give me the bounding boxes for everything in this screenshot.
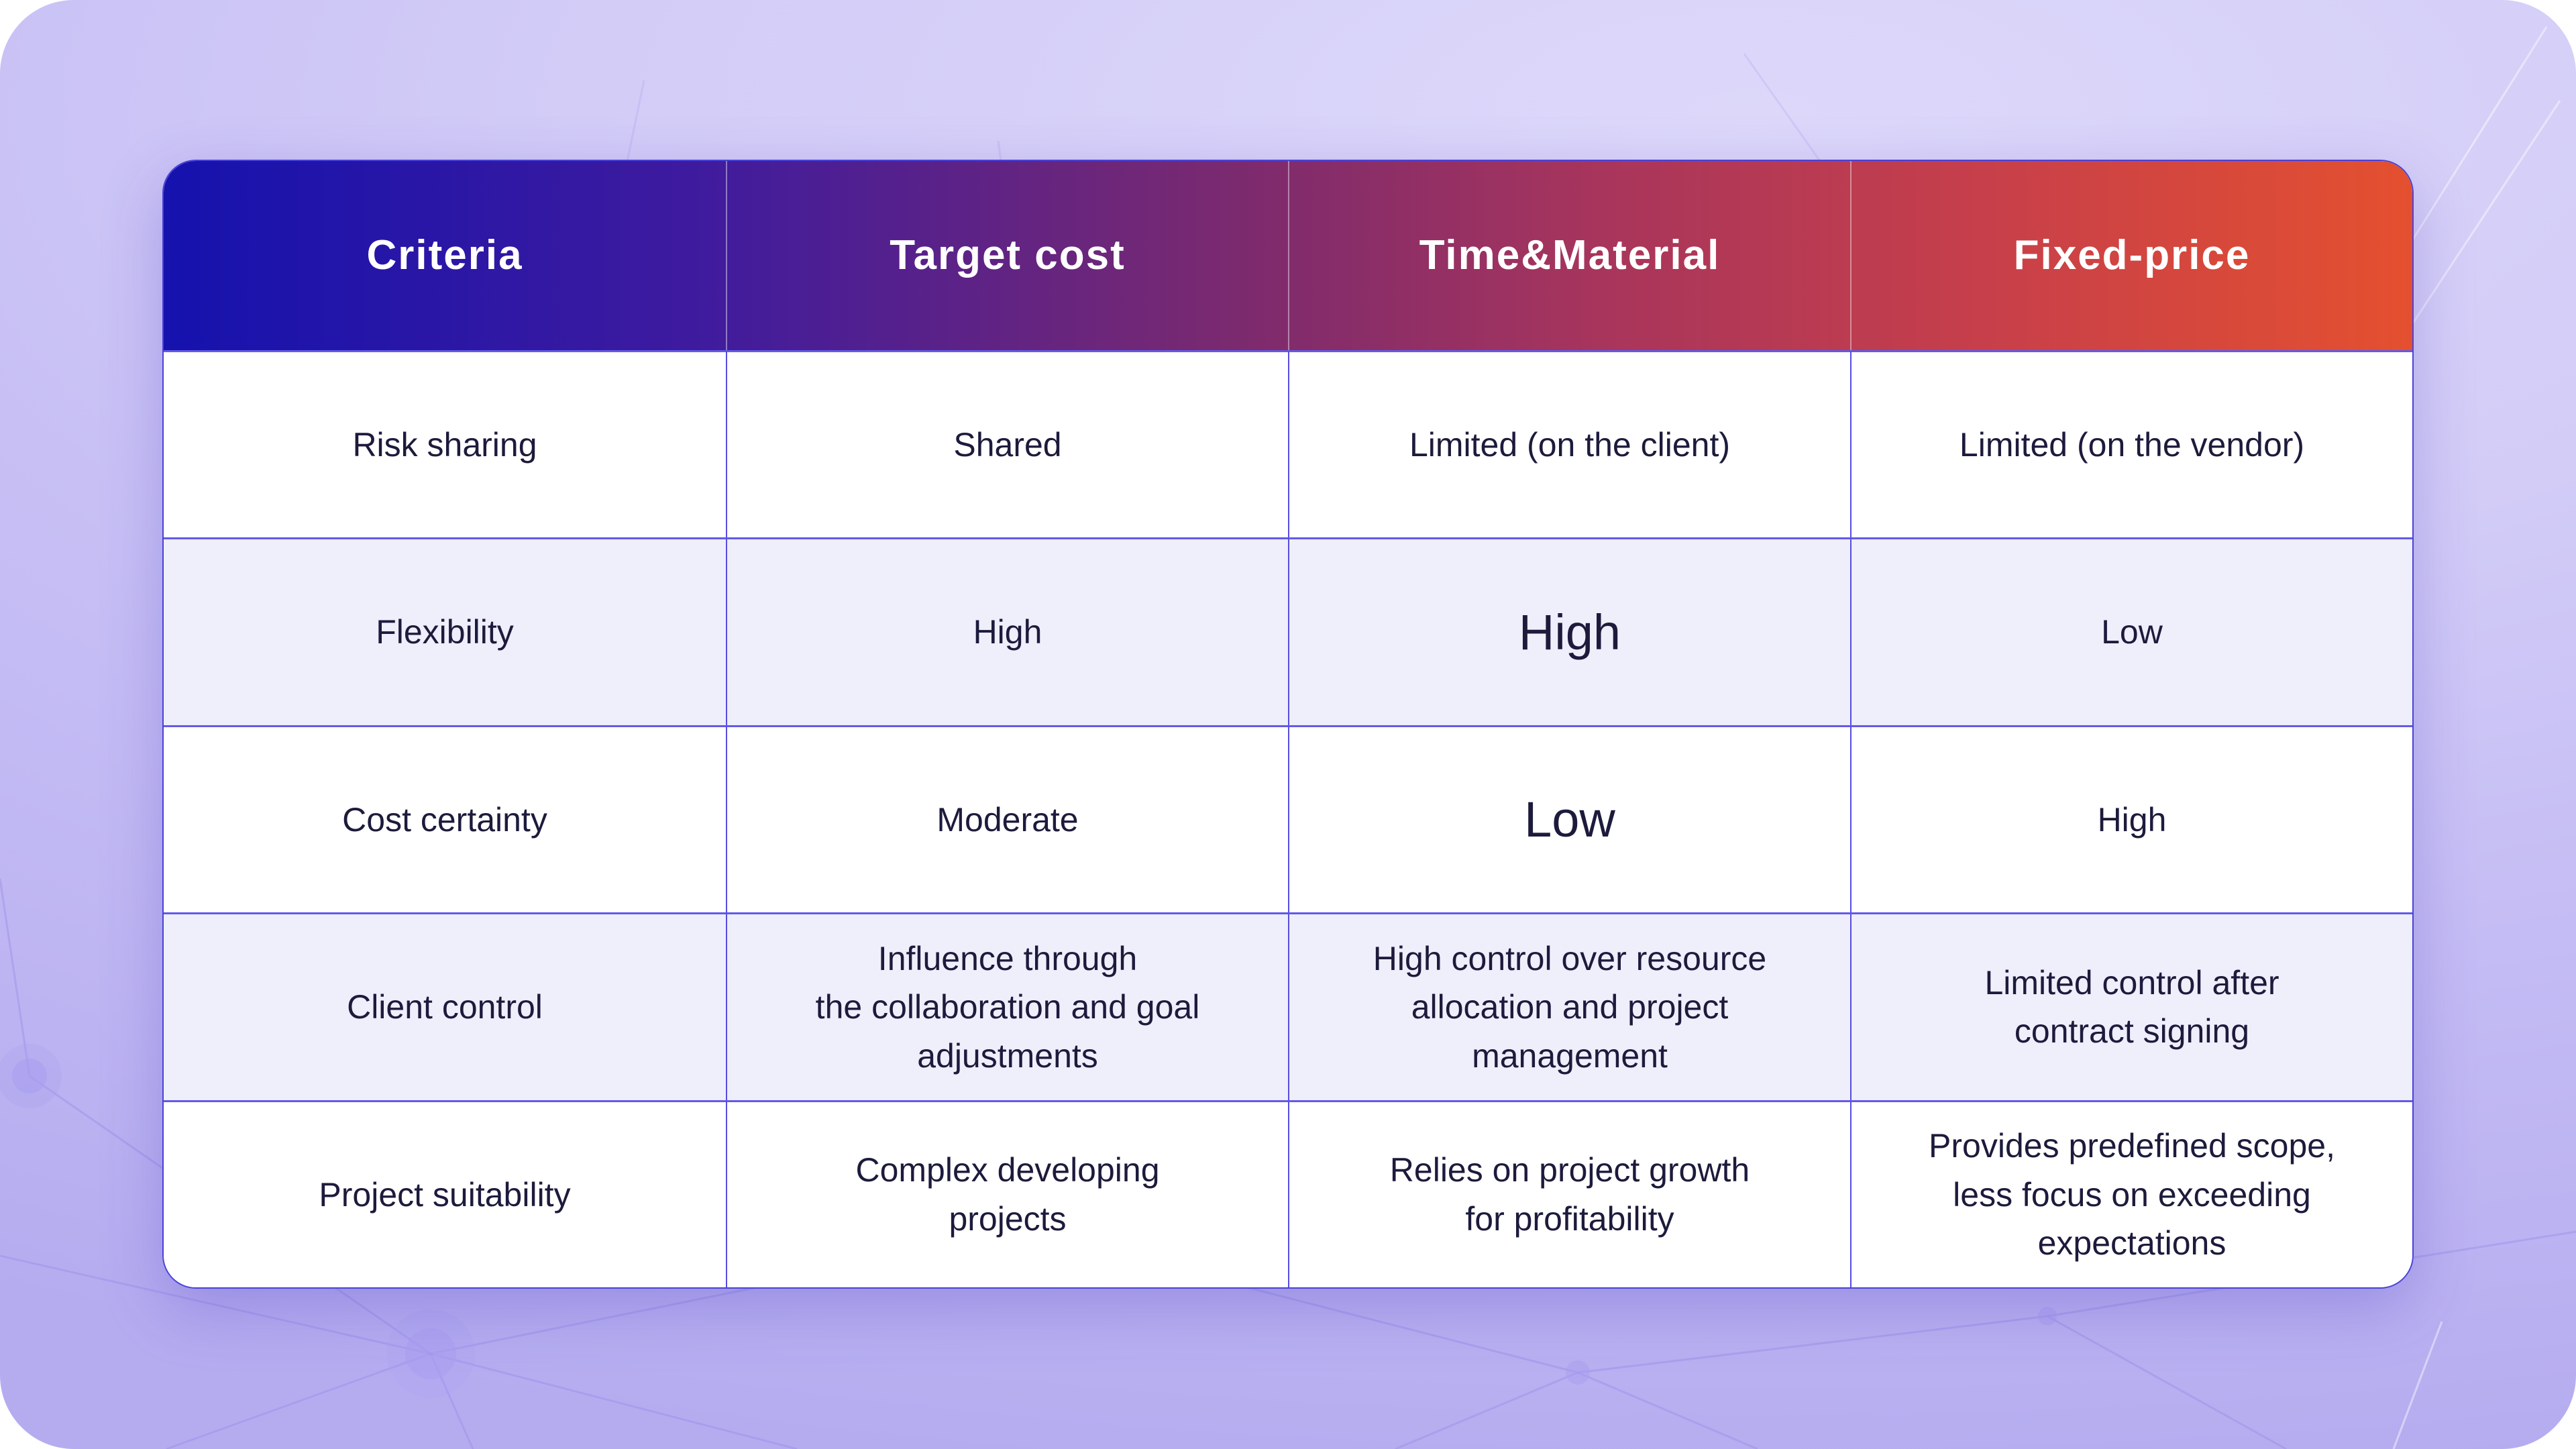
header-gradient-bar [164, 161, 2412, 350]
cell-client-control-fixed-price: Limited control after contract signing [1850, 912, 2412, 1100]
cell-risk-sharing-target-cost: Shared [726, 350, 1288, 538]
cell-project-suitability-fixed-price: Provides predefined scope, less focus on… [1850, 1099, 2412, 1287]
cell-flexibility-time-material: High [1288, 537, 1850, 725]
cell-flexibility-criteria: Flexibility [164, 537, 726, 725]
cell-cost-certainty-fixed-price: High [1850, 724, 2412, 913]
cell-cost-certainty-criteria: Cost certainty [164, 724, 726, 913]
cell-client-control-target-cost: Influence through the collaboration and … [726, 912, 1288, 1100]
cell-risk-sharing-time-material: Limited (on the client) [1288, 350, 1850, 538]
header-cell-criteria: Criteria [366, 232, 523, 279]
cell-risk-sharing-fixed-price: Limited (on the vendor) [1850, 350, 2412, 538]
cell-cost-certainty-time-material: Low [1288, 724, 1850, 913]
header-cell-target-cost: Target cost [726, 161, 1288, 350]
cell-client-control-time-material: High control over resource allocation an… [1288, 912, 1850, 1100]
cell-flexibility-fixed-price: Low [1850, 537, 2412, 725]
header-cell-fixed-price: Fixed-price [1850, 161, 2412, 350]
cell-client-control-criteria: Client control [164, 912, 726, 1100]
cell-project-suitability-time-material: Relies on project growth for profitabili… [1288, 1099, 1850, 1287]
cell-cost-certainty-target-cost: Moderate [726, 724, 1288, 913]
cell-project-suitability-target-cost: Complex developing projects [726, 1099, 1288, 1287]
cell-flexibility-target-cost: High [726, 537, 1288, 725]
comparison-table-card: Criteria Target cost Time&Material Fixed… [162, 160, 2414, 1289]
cell-risk-sharing-criteria: Risk sharing [164, 350, 726, 538]
comparison-table: Criteria Target cost Time&Material Fixed… [164, 161, 2412, 1287]
cell-project-suitability-criteria: Project suitability [164, 1099, 726, 1287]
header-cell-time-material: Time&Material [1288, 161, 1850, 350]
